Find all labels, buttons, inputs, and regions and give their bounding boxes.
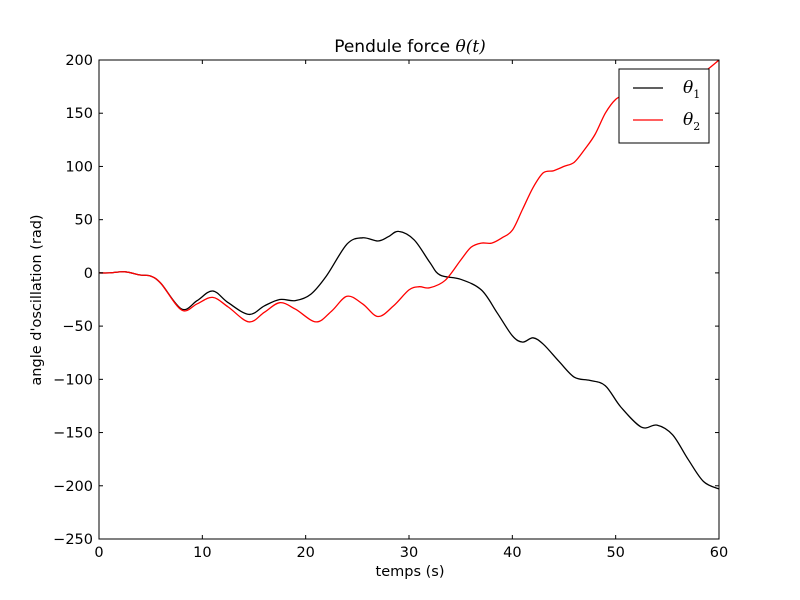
chart-title: Pendule force θ(t) [334,37,486,57]
y-tick-label: 50 [75,213,93,229]
legend-label-theta2: θ2 [683,110,700,133]
y-tick-label: 100 [65,159,93,175]
legend-label-theta1: θ1 [683,78,700,101]
x-tick-label: 40 [503,545,521,561]
y-tick-label: −100 [53,372,93,388]
x-tick-label: 50 [606,545,624,561]
y-axis-label: angle d'oscillation (rad) [29,214,45,385]
legend-item-theta2: θ2 [633,110,700,133]
y-tick-label: 0 [84,266,93,282]
axes-background [99,60,719,539]
legend-item-theta1: θ1 [633,78,700,101]
plot-area: 0 10 20 30 40 50 60 200 150 100 50 0 −50 −100 −150 −20… [53,53,728,561]
y-tick-label: −200 [53,479,93,495]
x-axis-ticks: 0 10 20 30 40 50 60 [94,60,728,561]
y-axis-ticks: 200 150 100 50 0 −50 −100 −150 −200 −250 [53,53,719,548]
x-tick-label: 60 [710,545,728,561]
legend: θ1 θ2 [618,68,710,144]
x-tick-label: 30 [400,545,418,561]
y-tick-label: 200 [65,53,93,69]
y-tick-label: −50 [62,319,93,335]
y-tick-label: −250 [53,532,93,548]
x-tick-label: 10 [193,545,211,561]
y-tick-label: −150 [53,426,93,442]
x-axis-label: temps (s) [376,564,445,580]
y-tick-label: 150 [65,106,93,122]
legend-box [618,68,710,144]
line-series-theta1 [99,230,719,490]
x-tick-label: 20 [296,545,314,561]
x-tick-label: 0 [94,545,103,561]
